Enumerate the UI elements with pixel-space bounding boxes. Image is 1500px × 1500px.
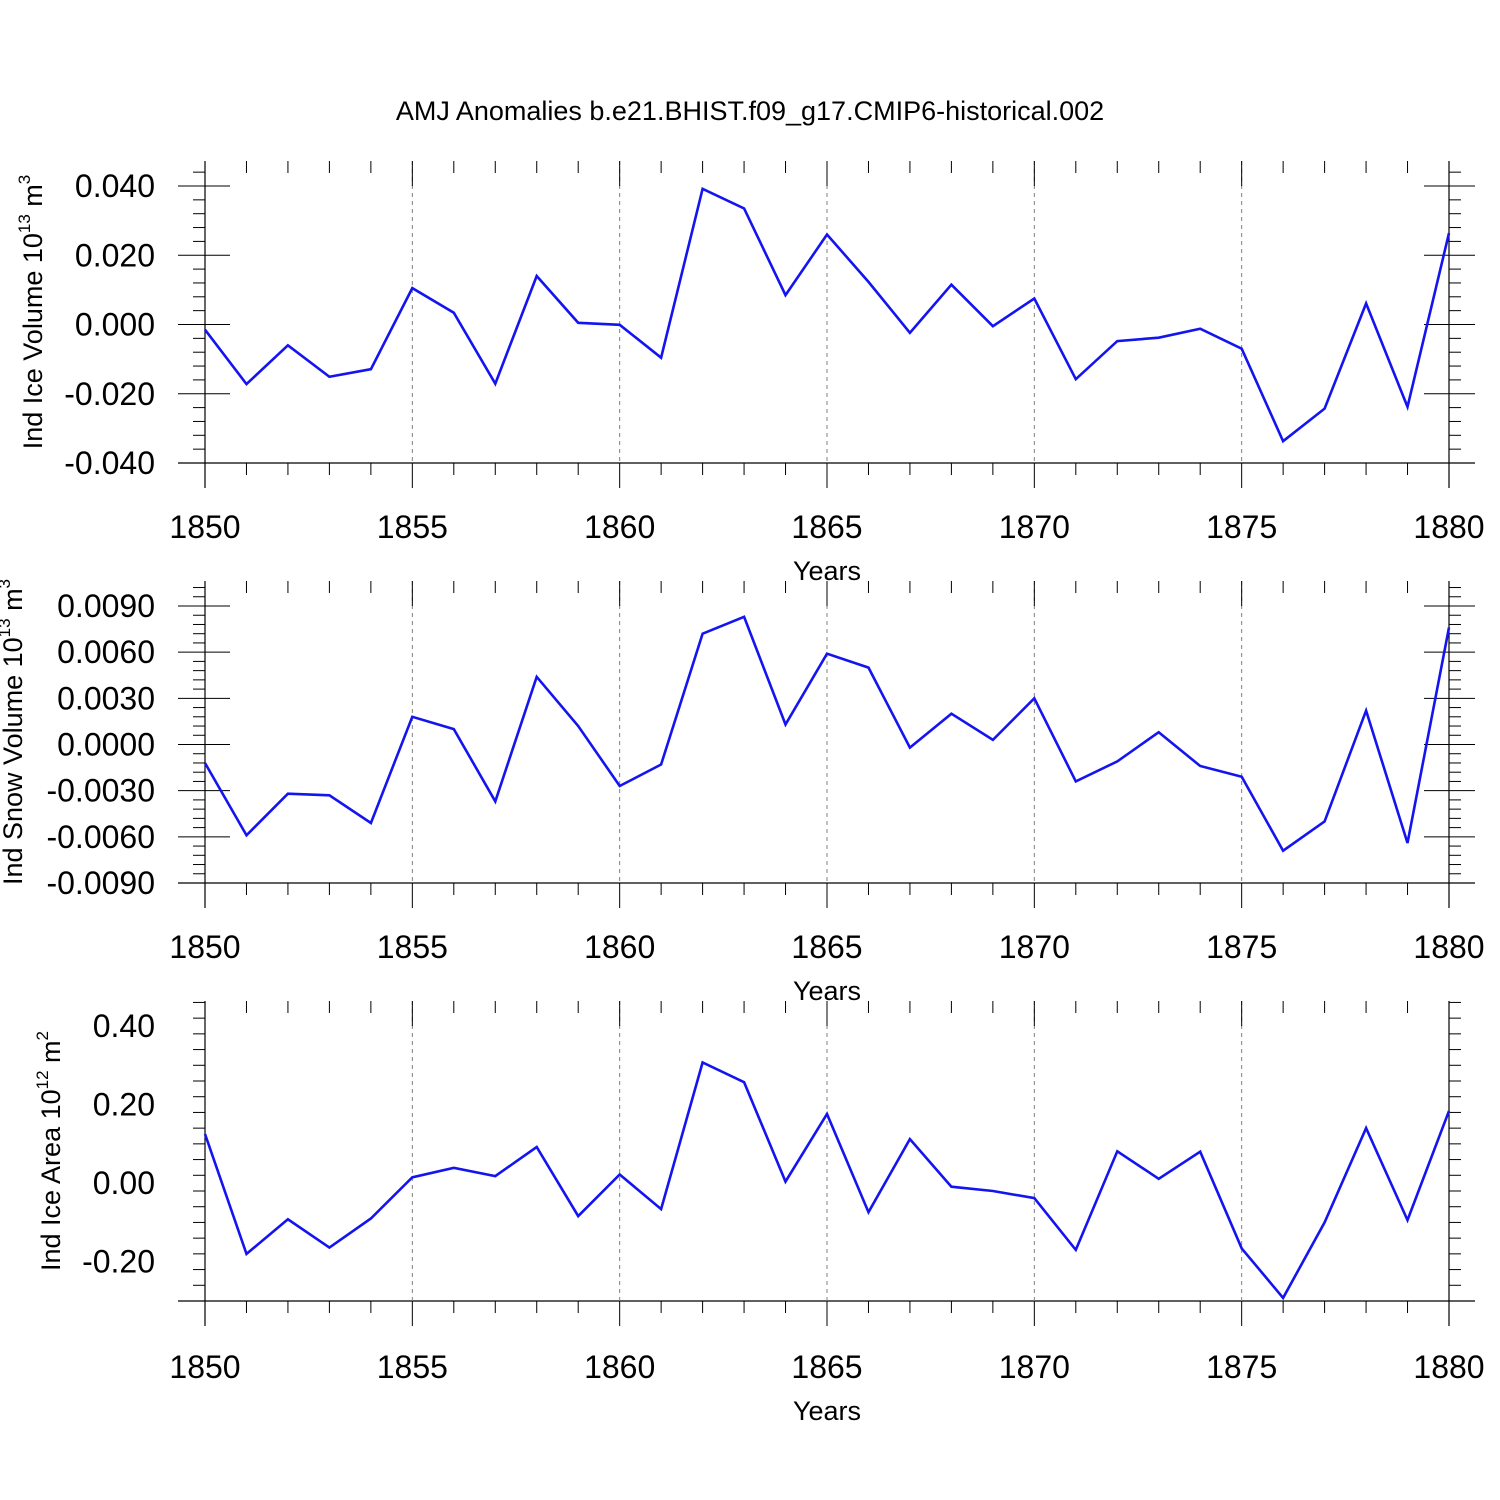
y-tick-label: 0.00 [93, 1165, 155, 1201]
x-tick-label: 1855 [377, 1349, 448, 1385]
x-tick-label: 1880 [1413, 509, 1484, 545]
x-tick-label: 1850 [169, 1349, 240, 1385]
x-tick-label: 1870 [999, 509, 1070, 545]
x-tick-label: 1850 [169, 509, 240, 545]
y-axis-label: Ind Ice Area 1012 m2 [33, 1031, 66, 1271]
y-tick-label: 0.0090 [57, 588, 155, 624]
x-tick-label: 1860 [584, 1349, 655, 1385]
x-tick-label: 1860 [584, 509, 655, 545]
y-axis-label: Ind Snow Volume 1013 m3 [0, 579, 28, 885]
x-tick-label: 1875 [1206, 509, 1277, 545]
x-tick-label: 1850 [169, 929, 240, 965]
y-tick-label: -0.0090 [46, 865, 155, 901]
x-tick-label: 1880 [1413, 1349, 1484, 1385]
x-tick-label: 1875 [1206, 929, 1277, 965]
panel-snow-volume: 0.0090 0.0060 0.0030 0.0000 -0.0030 -0.0060 -0… [0, 579, 1485, 1006]
x-tick-label: 1870 [999, 1349, 1070, 1385]
y-tick-label: -0.0060 [46, 819, 155, 855]
y-tick-label: 0.20 [93, 1087, 155, 1123]
x-tick-label: 1875 [1206, 1349, 1277, 1385]
y-tick-label: 0.020 [75, 237, 155, 273]
y-tick-label: 0.0060 [57, 634, 155, 670]
x-axis-label: Years [793, 1396, 861, 1426]
y-tick-label: 0.040 [75, 168, 155, 204]
y-tick-label: 0.40 [93, 1008, 155, 1044]
x-tick-label: 1870 [999, 929, 1070, 965]
y-tick-label: 0.0030 [57, 680, 155, 716]
x-tick-label: 1855 [377, 509, 448, 545]
x-tick-label: 1880 [1413, 929, 1484, 965]
y-axis-label: Ind Ice Volume 1013 m3 [15, 175, 48, 450]
series-line [203, 186, 1451, 444]
panel-ice-volume: 0.040 0.020 0.000 -0.020 -0.040 1850 1855 1860 1… [15, 161, 1485, 586]
y-tick-label: -0.020 [64, 376, 155, 412]
y-tick-label: -0.040 [64, 445, 155, 481]
figure-title: AMJ Anomalies b.e21.BHIST.f09_g17.CMIP6-… [395, 96, 1105, 126]
panel-ice-area: 0.40 0.20 0.00 -0.20 1850 1855 1860 1865 1870 187… [33, 1001, 1485, 1426]
y-tick-label: -0.20 [82, 1244, 155, 1280]
x-tick-label: 1860 [584, 929, 655, 965]
x-tick-label: 1865 [791, 929, 862, 965]
y-tick-label: 0.000 [75, 307, 155, 343]
x-tick-label: 1855 [377, 929, 448, 965]
x-tick-label: 1865 [791, 509, 862, 545]
x-tick-label: 1865 [791, 1349, 862, 1385]
y-tick-label: 0.0000 [57, 727, 155, 763]
y-tick-label: -0.0030 [46, 773, 155, 809]
